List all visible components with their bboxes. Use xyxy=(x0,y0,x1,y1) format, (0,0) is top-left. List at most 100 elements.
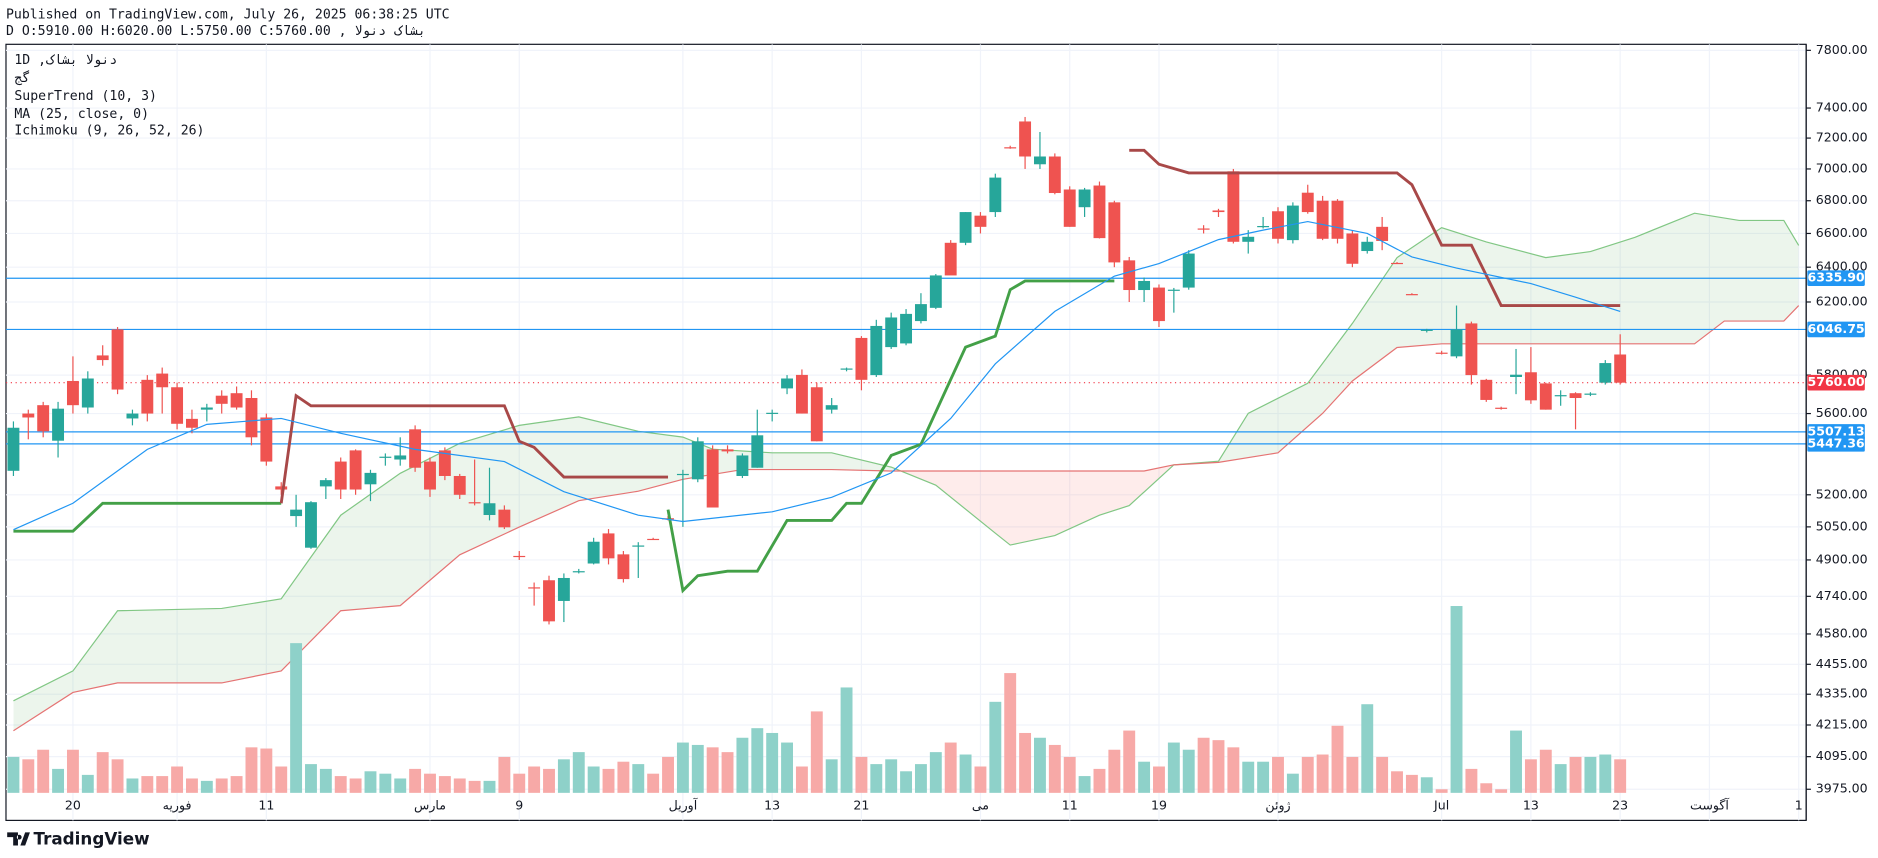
candle-body xyxy=(691,441,704,480)
volume-bar xyxy=(1153,766,1165,793)
candle-body xyxy=(676,473,689,476)
axes: 7800.00 7400.00 7200.00 7000.00 6800.00 6600.… xyxy=(65,42,1868,814)
volume-bar xyxy=(468,780,481,793)
candle-body xyxy=(974,215,987,227)
candle-body xyxy=(483,503,496,516)
candle-body xyxy=(1182,253,1195,288)
volume-bar xyxy=(1405,774,1418,793)
volume-bar xyxy=(974,766,987,793)
candle-body xyxy=(1004,147,1017,149)
candle-body xyxy=(1108,202,1121,263)
volume-bar xyxy=(929,752,942,793)
candle-body xyxy=(528,587,541,589)
x-tick-label: 9 xyxy=(515,798,523,813)
volume-bar xyxy=(840,687,853,793)
candle-body xyxy=(1391,262,1403,265)
volume-bar xyxy=(676,742,689,793)
x-tick-label: ژوئن xyxy=(1265,798,1290,814)
price-label: 6335.90 xyxy=(1807,270,1864,285)
volume-bar xyxy=(1465,768,1478,793)
volume-bar xyxy=(885,759,898,793)
volume-bar xyxy=(111,759,124,793)
volume-bar xyxy=(736,737,749,793)
volume-bar xyxy=(855,756,868,793)
volume-bar xyxy=(572,752,585,793)
candle-body xyxy=(1361,241,1374,252)
x-tick-label: 20 xyxy=(65,798,81,813)
supertrend xyxy=(1129,148,1621,307)
candle-body xyxy=(929,275,942,308)
volume-bar xyxy=(1286,773,1299,793)
volume-bar xyxy=(1212,740,1225,793)
volume-bar xyxy=(1435,789,1448,793)
volume-bar xyxy=(1450,606,1463,793)
volume-bar xyxy=(379,773,392,793)
y-tick-label: 4335.00 xyxy=(1816,686,1868,701)
volume-bar xyxy=(394,778,407,793)
candle-body xyxy=(572,571,585,573)
candle-body xyxy=(1242,236,1255,242)
volume-bar xyxy=(319,768,332,793)
price-label: 5507.13 xyxy=(1807,423,1864,438)
volume-bar xyxy=(721,752,734,793)
candle-body xyxy=(156,373,169,388)
volume xyxy=(7,606,1627,793)
candle-body xyxy=(215,395,228,404)
price-label: 5760.00 xyxy=(1807,374,1864,389)
candle-body xyxy=(1450,329,1463,357)
volume-bar xyxy=(1376,756,1389,793)
candle-body xyxy=(200,407,213,410)
x-tick-label: 11 xyxy=(1062,798,1078,813)
supertrend xyxy=(279,393,669,504)
candle-body xyxy=(111,329,124,390)
volume-bar xyxy=(52,768,65,793)
volume-bar xyxy=(334,776,347,793)
candle-body xyxy=(900,313,913,344)
span-b xyxy=(13,305,1800,732)
volume-bar xyxy=(1331,725,1344,793)
volume-bar xyxy=(1108,749,1121,793)
volume-bar xyxy=(900,771,913,793)
volume-bar xyxy=(1063,756,1076,793)
volume-bar xyxy=(275,766,288,793)
price-label-box xyxy=(1807,321,1865,338)
volume-bar xyxy=(1480,783,1493,793)
volume-bar xyxy=(781,742,793,793)
candle-body xyxy=(319,480,332,487)
volume-bar xyxy=(1614,759,1627,793)
candle-body xyxy=(171,387,184,424)
x-tick-label: 11 xyxy=(258,798,274,813)
candle-body xyxy=(468,502,481,504)
volume-bar xyxy=(691,744,704,793)
volume-bar xyxy=(1182,749,1195,793)
candle-body xyxy=(989,177,1002,213)
candle-body xyxy=(230,393,243,408)
volume-bar xyxy=(215,778,228,793)
volume-bar xyxy=(989,701,1002,793)
volume-bar xyxy=(825,759,838,793)
x-tick-label: مارس xyxy=(414,798,446,814)
candle-body xyxy=(1286,205,1299,241)
candle-body xyxy=(1599,363,1612,383)
volume-bar xyxy=(305,764,317,793)
volume-bar xyxy=(662,756,674,793)
volume-bar xyxy=(706,747,719,793)
y-tick-label: 4095.00 xyxy=(1816,748,1868,763)
x-tick-label: Jul xyxy=(1433,798,1449,813)
candle-body xyxy=(453,475,466,495)
candle-body xyxy=(1123,260,1136,291)
symbol-line: بشاک دنولا , D O:5910.00 H:6020.00 L:575… xyxy=(6,24,426,39)
volume-bar xyxy=(1004,673,1017,793)
volume-bar xyxy=(81,774,94,793)
candle-body xyxy=(1019,121,1032,157)
volume-bar xyxy=(230,776,243,793)
x-tick-label: آگوست xyxy=(1690,798,1729,814)
candle-body xyxy=(394,455,407,460)
volume-bar xyxy=(22,759,35,793)
candle-body xyxy=(424,461,436,490)
volume-bar xyxy=(602,768,615,793)
volume-bar xyxy=(1123,730,1136,793)
candle-body xyxy=(959,212,972,243)
candle-body xyxy=(1034,156,1046,165)
volume-bar xyxy=(1584,756,1597,793)
